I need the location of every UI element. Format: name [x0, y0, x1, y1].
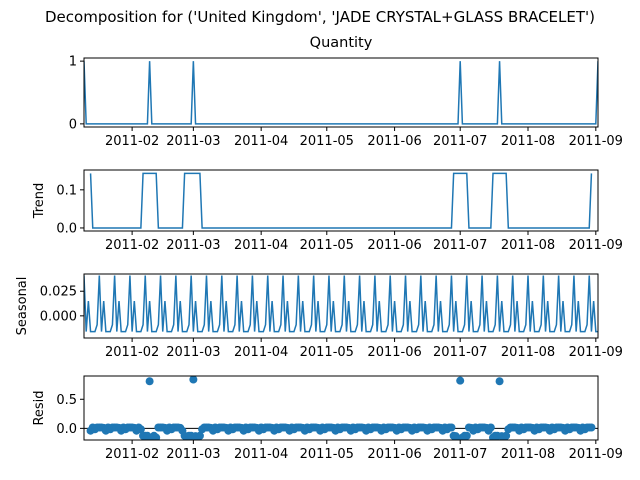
subplot-2: 0.0 0.1 2011-02 2011-03 2011-04 2011-05 2011-0… — [32, 169, 623, 253]
axes-frame — [83, 375, 599, 441]
figure-title: Decomposition for ('United Kingdom', 'JA… — [45, 8, 595, 26]
x-tick-label: 2011-08 — [501, 134, 555, 149]
resid-point — [495, 377, 504, 386]
x-tick-label: 2011-08 — [501, 238, 555, 253]
data-layer — [89, 172, 593, 229]
data-layer — [84, 61, 598, 125]
panels: 0 1 2011-02 2011-03 2011-04 2011-05 2011-06 201… — [15, 35, 623, 462]
x-tick-label: 2011-05 — [300, 345, 354, 360]
data-layer — [84, 376, 598, 440]
x-tick-label: 2011-06 — [367, 238, 421, 253]
axes-frame — [83, 273, 599, 339]
x-tick-label: 2011-03 — [166, 447, 220, 462]
x-tick-label: 2011-04 — [234, 134, 288, 149]
resid-point — [502, 431, 511, 440]
resid-point — [447, 423, 456, 432]
subplot-4: 0.0 0.5 2011-02 2011-03 2011-04 2011-05 2011-0… — [32, 375, 623, 462]
resid-point — [145, 377, 154, 386]
x-tick-label: 2011-04 — [234, 345, 288, 360]
x-tick-label: 2011-08 — [501, 447, 555, 462]
x-tick-label: 2011-09 — [569, 447, 623, 462]
x-tick-label: 2011-06 — [367, 345, 421, 360]
resid-point — [587, 423, 596, 432]
y-tick-label: 0.0 — [56, 221, 77, 236]
x-tick-label: 2011-02 — [105, 345, 159, 360]
resid-point — [486, 423, 495, 432]
x-tick-label: 2011-07 — [433, 134, 487, 149]
x-tick-label: 2011-03 — [166, 238, 220, 253]
x-tick-label: 2011-03 — [166, 134, 220, 149]
resid-point — [152, 433, 161, 440]
series-line — [84, 275, 598, 333]
y-tick-label: 0.0 — [56, 422, 77, 437]
y-tick-label: 0.025 — [40, 285, 77, 300]
data-layer — [84, 275, 598, 333]
resid-point — [195, 431, 204, 440]
x-tick-label: 2011-09 — [569, 134, 623, 149]
axes-frame — [83, 57, 599, 128]
resid-point — [462, 431, 471, 440]
resid-point — [136, 425, 145, 434]
x-tick-label: 2011-04 — [234, 447, 288, 462]
x-tick-label: 2011-05 — [300, 238, 354, 253]
x-tick-label: 2011-02 — [105, 447, 159, 462]
y-axis-label: Resid — [32, 390, 47, 425]
axes-frame — [83, 169, 599, 232]
y-axis-label: Seasonal — [15, 277, 30, 336]
series-line — [84, 61, 598, 125]
x-tick-label: 2011-07 — [433, 447, 487, 462]
x-tick-label: 2011-05 — [300, 447, 354, 462]
y-tick-label: 0 — [69, 117, 77, 132]
y-tick-label: 1 — [69, 55, 77, 70]
x-tick-label: 2011-09 — [569, 345, 623, 360]
x-tick-label: 2011-06 — [367, 447, 421, 462]
resid-point — [189, 376, 198, 384]
x-tick-label: 2011-09 — [569, 238, 623, 253]
x-tick-label: 2011-02 — [105, 238, 159, 253]
y-tick-label: 0.5 — [56, 393, 77, 408]
x-tick-label: 2011-07 — [433, 238, 487, 253]
x-tick-label: 2011-03 — [166, 345, 220, 360]
y-tick-label: 0.1 — [56, 183, 77, 198]
x-tick-label: 2011-08 — [501, 345, 555, 360]
subplot-1: 0 1 2011-02 2011-03 2011-04 2011-05 2011-06 201… — [69, 35, 623, 149]
subplot-3: 0.000 0.025 2011-02 2011-03 2011-04 2011-05 20… — [15, 273, 623, 360]
x-tick-label: 2011-04 — [234, 238, 288, 253]
y-axis-label: Trend — [32, 183, 47, 220]
x-tick-label: 2011-07 — [433, 345, 487, 360]
x-tick-label: 2011-06 — [367, 134, 421, 149]
x-tick-label: 2011-02 — [105, 134, 159, 149]
series-line — [89, 172, 593, 229]
subplot-title: Quantity — [310, 35, 373, 51]
resid-point — [456, 376, 465, 385]
x-tick-label: 2011-05 — [300, 134, 354, 149]
y-tick-label: 0.000 — [40, 309, 77, 324]
